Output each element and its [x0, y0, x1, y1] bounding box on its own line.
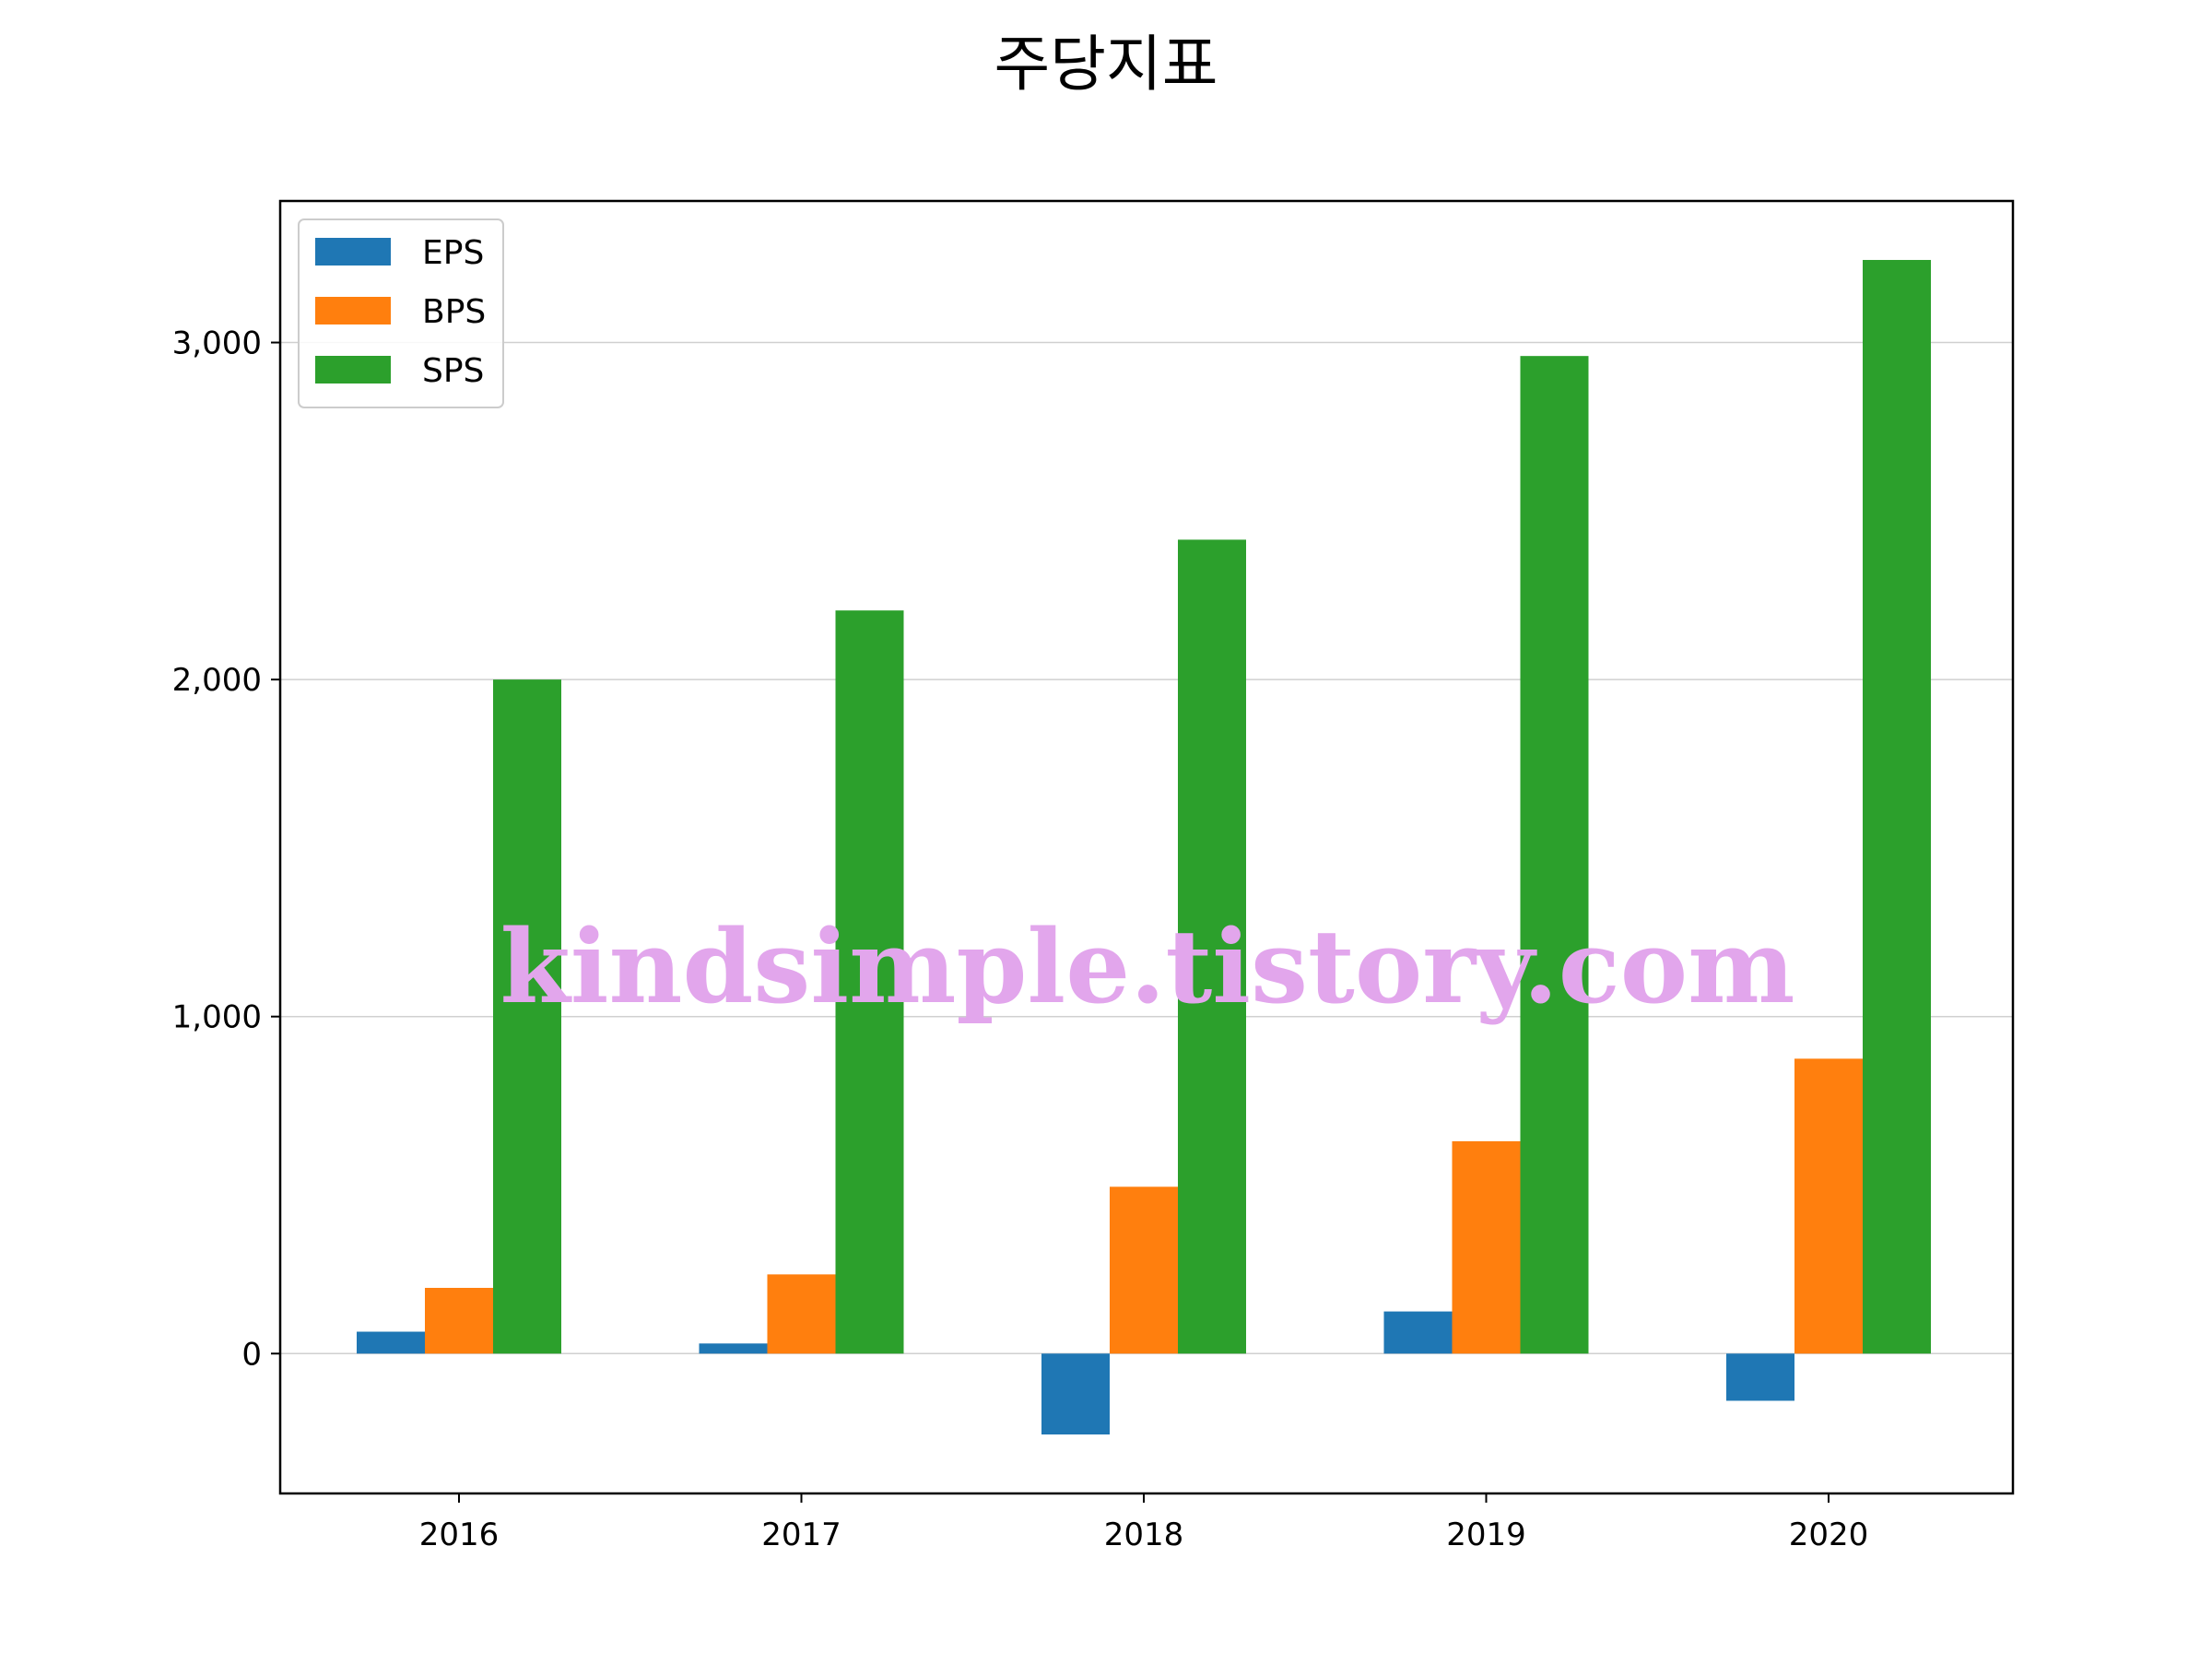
bar-eps-2018 [1041, 1353, 1110, 1435]
bar-bps-2016 [425, 1287, 493, 1354]
x-tick-label: 2019 [1446, 1516, 1526, 1553]
y-tick-label: 3,000 [172, 325, 262, 362]
legend-swatch-sps [315, 356, 391, 384]
bar-eps-2019 [1383, 1311, 1453, 1354]
bar-sps-2017 [835, 610, 904, 1354]
legend-swatch-eps [315, 238, 391, 266]
legend-label-bps: BPS [422, 293, 486, 331]
y-tick-label: 0 [241, 1336, 262, 1373]
y-tick-label: 1,000 [172, 999, 262, 1036]
bar-bps-2017 [767, 1274, 836, 1354]
watermark-text: kindsimple.tistory.com [500, 907, 1795, 1026]
bar-sps-2016 [493, 679, 561, 1354]
bar-bps-2020 [1794, 1058, 1863, 1354]
legend-label-eps: EPS [422, 234, 484, 272]
x-tick-label: 2018 [1104, 1516, 1184, 1553]
y-tick-label: 2,000 [172, 662, 262, 699]
bar-eps-2016 [357, 1331, 425, 1354]
axes: 0 1,000 2,000 3,000 2016 2017 2018 2019 2020 [172, 325, 1869, 1553]
bar-sps-2019 [1520, 356, 1589, 1354]
plot-frame [278, 199, 2015, 1495]
bar-bps-2019 [1452, 1140, 1521, 1354]
bar-eps-2020 [1726, 1353, 1794, 1401]
x-tick-label: 2020 [1789, 1516, 1869, 1553]
bars [357, 259, 1931, 1435]
bar-bps-2018 [1110, 1186, 1178, 1354]
x-tick-label: 2017 [761, 1516, 841, 1553]
legend-label-sps: SPS [422, 352, 484, 390]
bar-sps-2018 [1178, 539, 1246, 1354]
bar-eps-2017 [699, 1343, 768, 1354]
chart-title: 주당지표 [994, 29, 1218, 100]
legend-swatch-bps [315, 297, 391, 325]
x-tick-label: 2016 [419, 1516, 500, 1553]
legend: EPS BPS SPS [298, 218, 504, 408]
bar-sps-2020 [1863, 259, 1931, 1354]
